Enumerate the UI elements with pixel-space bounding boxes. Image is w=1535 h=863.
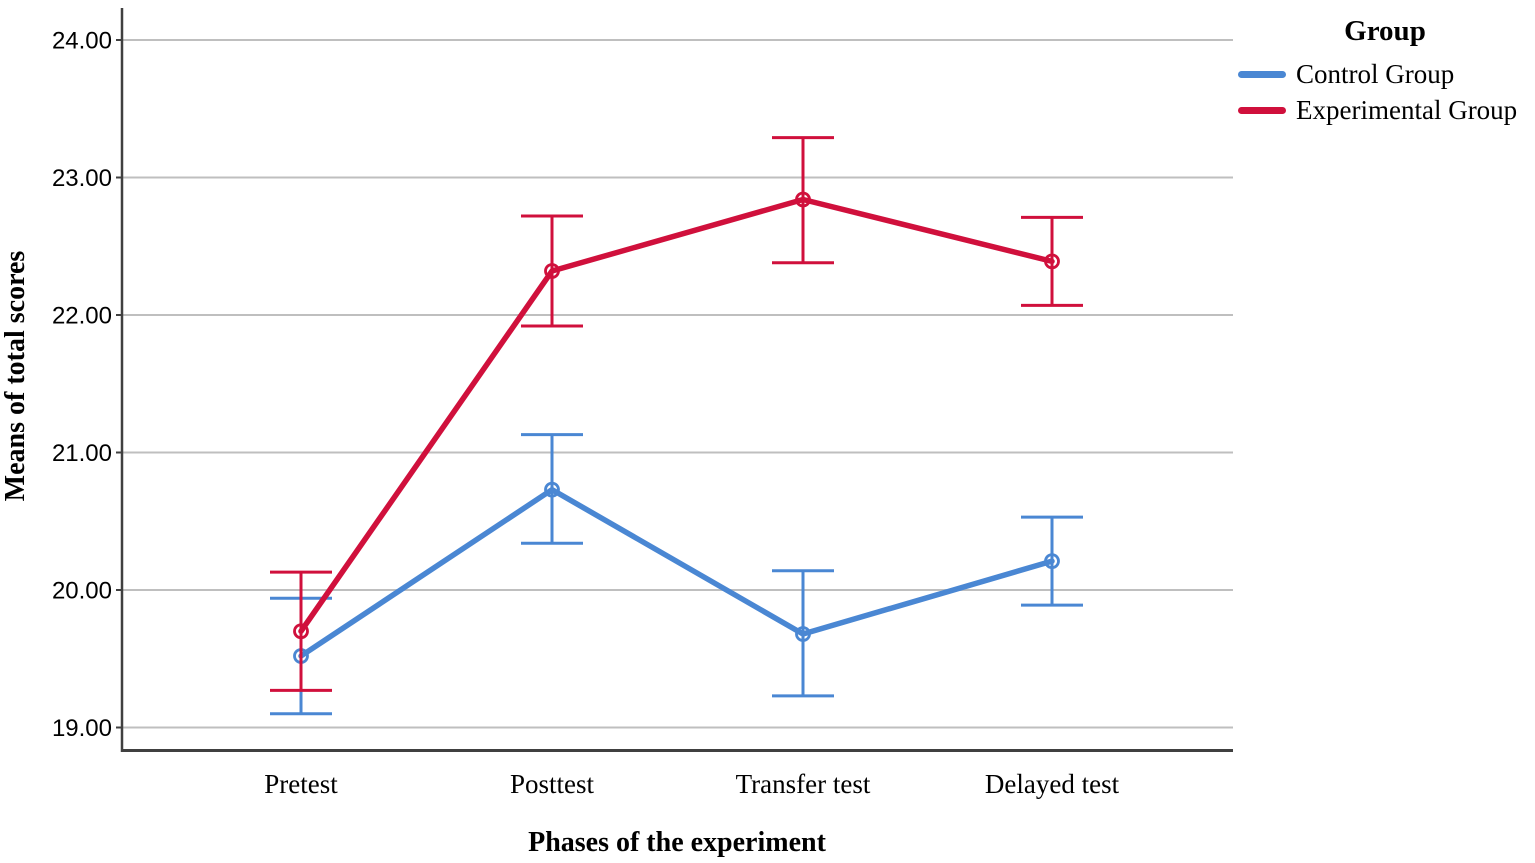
x-category-label: Pretest — [264, 769, 338, 799]
data-point-marker — [544, 481, 560, 498]
data-point-marker — [544, 263, 560, 279]
y-tick-label: 20.00 — [52, 578, 112, 605]
legend-label-experimental-group: Experimental Group — [1296, 94, 1518, 125]
data-point-marker — [795, 626, 811, 642]
data-point-marker — [293, 623, 309, 640]
x-category-label: Posttest — [510, 769, 595, 799]
control-group-line-swatch-icon — [1238, 70, 1286, 78]
y-tick-label: 19.00 — [52, 715, 112, 742]
legend-title: Group — [1344, 15, 1426, 47]
experimental-group-line-swatch-icon — [1238, 106, 1286, 114]
legend-item-experimental-group: Experimental Group — [1235, 92, 1535, 128]
x-category-label: Delayed test — [985, 769, 1120, 799]
x-axis-title: Phases of the experiment — [528, 827, 826, 858]
legend: Group Control Group Experimental Group — [1235, 12, 1535, 128]
y-axis-title: Means of total scores — [0, 250, 31, 502]
legend-item-control-group: Control Group — [1235, 56, 1535, 92]
x-category-label: Transfer test — [736, 769, 871, 799]
legend-label-control-group: Control Group — [1296, 58, 1455, 89]
series-line — [298, 486, 1055, 659]
y-tick-label: 24.00 — [52, 28, 112, 55]
data-point-marker — [1044, 553, 1060, 570]
data-point-marker — [1044, 253, 1060, 270]
series-line — [298, 196, 1055, 634]
data-point-marker — [795, 191, 811, 208]
y-tick-label: 21.00 — [52, 440, 112, 467]
y-tick-label: 23.00 — [52, 165, 112, 192]
y-tick-label: 22.00 — [52, 303, 112, 330]
